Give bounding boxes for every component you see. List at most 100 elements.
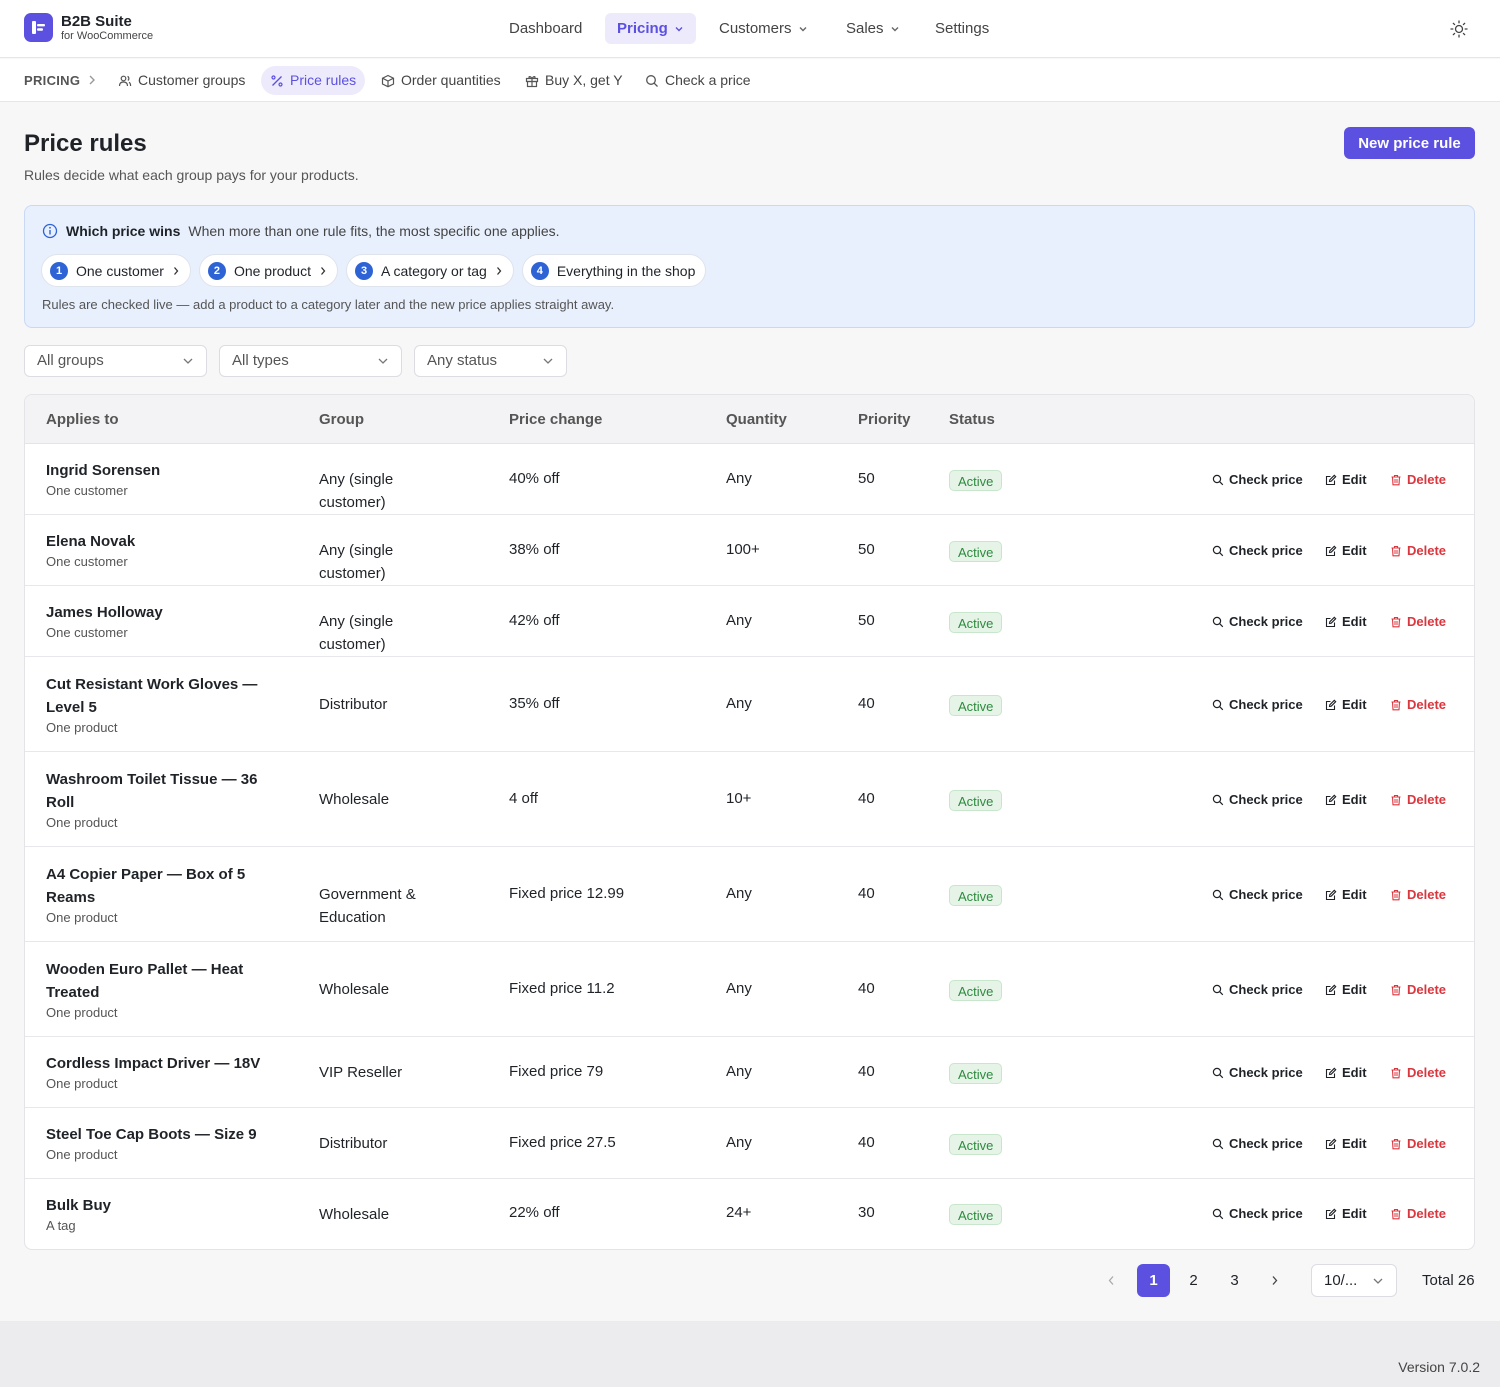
trash-icon (1391, 889, 1401, 900)
chevron-down-icon (378, 358, 388, 364)
delete-button[interactable]: Delete (1390, 982, 1446, 997)
info-footnote: Rules are checked live — add a product t… (42, 297, 615, 312)
column-header: Priority (858, 411, 911, 428)
subnav-price-rules[interactable]: Price rules (261, 66, 366, 95)
table-row: Elena Novak One customer Any (single custo… (25, 515, 1474, 586)
delete-button[interactable]: Delete (1390, 472, 1446, 487)
type-filter-select[interactable]: All types (219, 345, 402, 377)
page-size-select[interactable]: 10/... (1311, 1264, 1397, 1297)
check-price-button[interactable]: Check price (1212, 697, 1303, 712)
priority-step: 3 A category or tag (346, 254, 514, 287)
breadcrumb-section: PRICING (24, 73, 81, 88)
delete-button[interactable]: Delete (1390, 887, 1446, 902)
edit-icon (1325, 616, 1337, 627)
edit-button[interactable]: Edit (1325, 792, 1367, 807)
check-price-label: Check price (1229, 697, 1303, 712)
pagination-next-button[interactable] (1258, 1264, 1291, 1297)
nav-dashboard[interactable]: Dashboard (497, 13, 594, 44)
pagination-page-button[interactable]: 3 (1230, 1272, 1239, 1289)
edit-button[interactable]: Edit (1325, 614, 1367, 629)
chevron-down-icon (183, 358, 193, 364)
rule-quantity: Any (726, 980, 752, 997)
edit-button[interactable]: Edit (1325, 472, 1367, 487)
check-price-button[interactable]: Check price (1212, 1065, 1303, 1080)
trash-icon (1391, 545, 1401, 556)
edit-button[interactable]: Edit (1325, 982, 1367, 997)
chevron-right-icon (496, 266, 502, 275)
brand-subtitle: for WooCommerce (61, 29, 154, 42)
edit-label: Edit (1342, 1136, 1367, 1151)
delete-button[interactable]: Delete (1390, 697, 1446, 712)
pagination-page-button[interactable]: 1 (1137, 1264, 1170, 1297)
rule-priority: 40 (858, 790, 875, 807)
subnav-check-a-price-label: Check a price (665, 72, 751, 88)
rule-priority: 30 (858, 1204, 875, 1221)
trash-icon (1391, 984, 1401, 995)
group-filter-select[interactable]: All groups (24, 345, 207, 377)
new-price-rule-button[interactable]: New price rule (1344, 127, 1475, 159)
type-filter-value: All types (232, 352, 289, 369)
pagination-page-button[interactable]: 2 (1189, 1272, 1198, 1289)
users-icon (118, 75, 132, 86)
check-price-button[interactable]: Check price (1212, 887, 1303, 902)
check-price-button[interactable]: Check price (1212, 614, 1303, 629)
rule-price-change: 40% off (509, 470, 560, 487)
status-filter-select[interactable]: Any status (414, 345, 567, 377)
check-price-label: Check price (1229, 792, 1303, 807)
edit-button[interactable]: Edit (1325, 543, 1367, 558)
status-badge: Active (949, 885, 1003, 906)
nav-settings[interactable]: Settings (923, 13, 1001, 44)
rule-target: Ingrid Sorensen One customer (46, 459, 261, 500)
search-icon (1212, 1138, 1224, 1149)
column-header: Status (949, 411, 995, 428)
chevron-right-icon (321, 266, 326, 275)
nav-sales[interactable]: Sales (834, 13, 912, 44)
edit-button[interactable]: Edit (1325, 1206, 1367, 1221)
delete-button[interactable]: Delete (1390, 614, 1446, 629)
pagination-prev-button[interactable] (1095, 1264, 1128, 1297)
search-icon (1212, 545, 1224, 556)
edit-button[interactable]: Edit (1325, 1136, 1367, 1151)
table-row: Steel Toe Cap Boots — Size 9 One product D… (25, 1108, 1474, 1179)
trash-icon (1391, 699, 1401, 710)
delete-button[interactable]: Delete (1390, 1065, 1446, 1080)
rule-group: Wholesale (319, 791, 390, 808)
delete-button[interactable]: Delete (1390, 1206, 1446, 1221)
edit-icon (1325, 1138, 1337, 1149)
table-row: Bulk Buy A tag Wholesale 22% off 24+ 30 Active… (25, 1179, 1474, 1249)
delete-button[interactable]: Delete (1390, 543, 1446, 558)
brand-logo-icon (24, 13, 53, 42)
rule-priority: 40 (858, 980, 875, 997)
theme-toggle-sun-icon[interactable] (1450, 20, 1468, 38)
subnav-order-quantities[interactable]: Order quantities (372, 66, 510, 95)
subnav-customer-groups[interactable]: Customer groups (109, 66, 254, 95)
delete-button[interactable]: Delete (1390, 1136, 1446, 1151)
check-price-button[interactable]: Check price (1212, 792, 1303, 807)
rule-target: Bulk Buy A tag (46, 1194, 261, 1235)
gift-icon (525, 75, 539, 87)
rule-group: Government & Education (319, 886, 416, 926)
edit-button[interactable]: Edit (1325, 887, 1367, 902)
edit-button[interactable]: Edit (1325, 1065, 1367, 1080)
rule-priority: 50 (858, 470, 875, 487)
check-price-button[interactable]: Check price (1212, 543, 1303, 558)
rule-quantity: Any (726, 612, 752, 629)
nav-customers[interactable]: Customers (707, 13, 820, 44)
rule-group: Wholesale (319, 1206, 390, 1223)
total-count: Total 26 (1422, 1272, 1475, 1289)
delete-label: Delete (1407, 982, 1447, 997)
edit-button[interactable]: Edit (1325, 697, 1367, 712)
check-price-button[interactable]: Check price (1212, 472, 1303, 487)
check-price-button[interactable]: Check price (1212, 1136, 1303, 1151)
subnav-buy-x-get-y[interactable]: Buy X, get Y (516, 66, 632, 95)
chevron-down-icon (891, 26, 899, 31)
check-price-button[interactable]: Check price (1212, 982, 1303, 997)
subnav-check-a-price[interactable]: Check a price (636, 66, 760, 95)
check-price-button[interactable]: Check price (1212, 1206, 1303, 1221)
brand[interactable]: B2B Suite for WooCommerce (24, 13, 153, 42)
rule-target-kind: One product (46, 1147, 118, 1162)
delete-button[interactable]: Delete (1390, 792, 1446, 807)
trash-icon (1391, 794, 1401, 805)
rule-target-kind: One product (46, 1076, 118, 1091)
nav-pricing[interactable]: Pricing (605, 13, 696, 44)
